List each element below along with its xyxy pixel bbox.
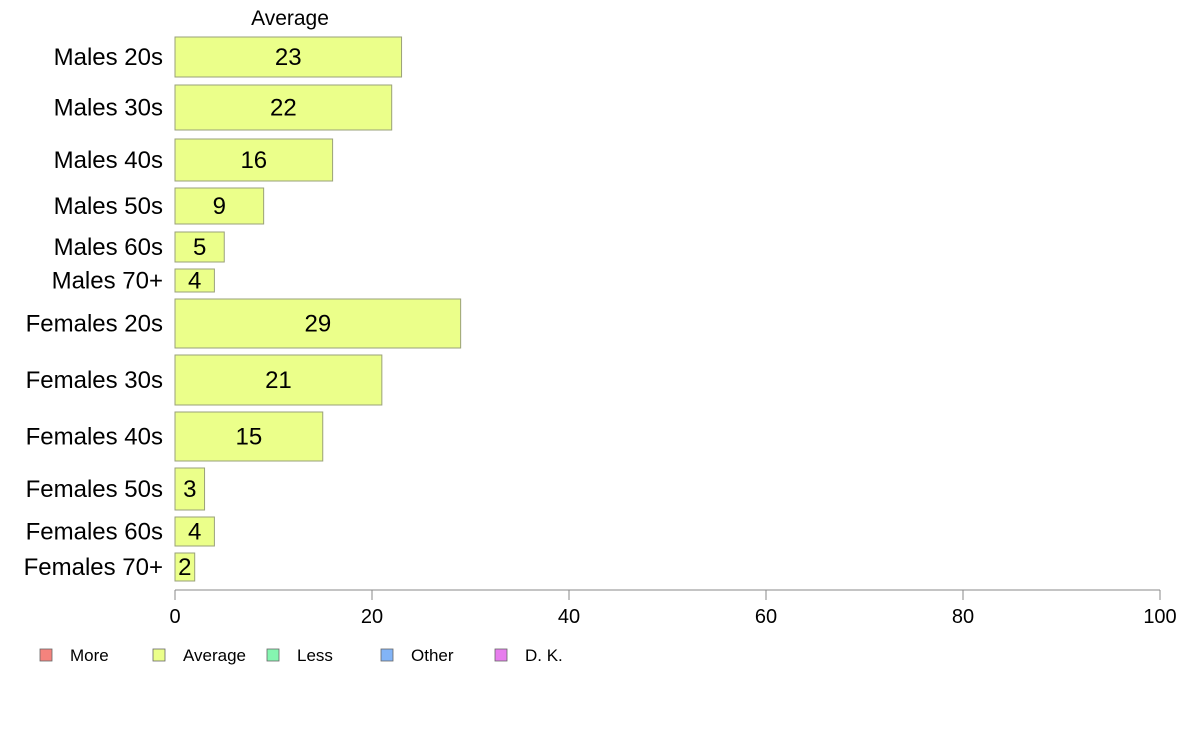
data-label: 9 <box>213 193 226 220</box>
bar <box>174 516 215 547</box>
data-label: 16 <box>240 147 267 174</box>
legend: More Average Less Other D. K. <box>39 646 563 665</box>
bar <box>174 411 324 462</box>
data-label: 3 <box>183 476 196 503</box>
category-label: Females 20s <box>26 311 163 338</box>
bar <box>174 84 393 131</box>
data-label: 22 <box>270 95 297 122</box>
data-label: 23 <box>275 44 302 71</box>
category-label: Males 30s <box>54 95 163 122</box>
category-label: Females 40s <box>26 424 163 451</box>
x-tick-label: 0 <box>169 606 180 628</box>
data-label: 29 <box>304 311 331 338</box>
x-tick-label: 20 <box>361 606 383 628</box>
data-label: 21 <box>265 367 292 394</box>
legend-label: Other <box>411 646 454 665</box>
category-label: Females 50s <box>26 476 163 503</box>
category-label: Males 40s <box>54 147 163 174</box>
legend-label: Average <box>183 646 246 665</box>
data-label: 4 <box>188 268 201 295</box>
category-label: Females 60s <box>26 519 163 546</box>
legend-swatch <box>266 648 280 662</box>
category-label: Males 60s <box>54 234 163 261</box>
category-label: Females 30s <box>26 367 163 394</box>
legend-swatch <box>494 648 508 662</box>
category-label: Males 50s <box>54 193 163 220</box>
bar <box>174 231 225 263</box>
legend-swatch <box>39 648 53 662</box>
legend-label: D. K. <box>525 646 563 665</box>
bar <box>174 467 206 511</box>
legend-swatch <box>152 648 166 662</box>
legend-label: Less <box>297 646 333 665</box>
x-axis: 0 20 40 60 80 100 <box>169 589 1177 628</box>
category-label: Males 70+ <box>52 268 163 295</box>
x-tick-label: 40 <box>558 606 580 628</box>
data-label: 4 <box>188 519 201 546</box>
bar <box>174 187 265 225</box>
column-header: Average <box>251 7 329 30</box>
bar <box>174 354 383 406</box>
bar <box>174 552 196 582</box>
bar <box>174 36 403 78</box>
bar <box>174 268 215 293</box>
data-label: 15 <box>236 424 263 451</box>
category-label: Females 70+ <box>24 554 163 581</box>
x-tick-label: 80 <box>952 606 974 628</box>
legend-label: More <box>70 646 109 665</box>
data-label: 2 <box>178 554 191 581</box>
x-tick-label: 60 <box>755 606 777 628</box>
bar <box>174 298 462 349</box>
bar <box>174 138 334 182</box>
category-label: Males 20s <box>54 44 163 71</box>
data-label: 5 <box>193 234 206 261</box>
x-tick-label: 100 <box>1143 606 1176 628</box>
legend-swatch <box>380 648 394 662</box>
